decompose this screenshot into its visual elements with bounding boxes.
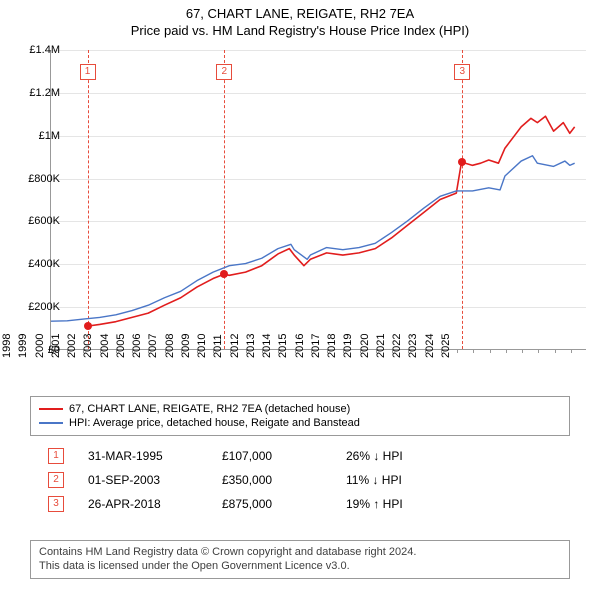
legend: 67, CHART LANE, REIGATE, RH2 7EA (detach… <box>30 396 570 436</box>
footer-line: Contains HM Land Registry data © Crown c… <box>39 545 561 559</box>
marker-row: 2 01-SEP-2003 £350,000 11% ↓ HPI <box>48 472 446 488</box>
marker-pct: 26% ↓ HPI <box>346 449 446 463</box>
legend-swatch <box>39 408 63 410</box>
chart-area: 123 <box>50 50 586 350</box>
marker-pct: 19% ↑ HPI <box>346 497 446 511</box>
marker-pct: 11% ↓ HPI <box>346 473 446 487</box>
y-axis-label: £600K <box>28 215 60 227</box>
series-line-hpi <box>51 156 575 322</box>
series-line-price_paid <box>87 116 574 326</box>
marker-box-icon: 2 <box>48 472 64 488</box>
y-axis-label: £1.4M <box>29 44 60 56</box>
chart-subtitle: Price paid vs. HM Land Registry's House … <box>0 23 600 38</box>
marker-row: 3 26-APR-2018 £875,000 19% ↑ HPI <box>48 496 446 512</box>
chart-title: 67, CHART LANE, REIGATE, RH2 7EA <box>0 6 600 21</box>
y-axis-label: £1.2M <box>29 87 60 99</box>
marker-date: 31-MAR-1995 <box>88 449 198 463</box>
chart-lines <box>51 50 586 349</box>
marker-price: £350,000 <box>222 473 322 487</box>
legend-swatch <box>39 422 63 424</box>
legend-item-hpi: HPI: Average price, detached house, Reig… <box>39 417 561 429</box>
footer-attribution: Contains HM Land Registry data © Crown c… <box>30 540 570 579</box>
marker-price: £875,000 <box>222 497 322 511</box>
legend-item-price-paid: 67, CHART LANE, REIGATE, RH2 7EA (detach… <box>39 403 561 415</box>
marker-box-icon: 3 <box>48 496 64 512</box>
footer-line: This data is licensed under the Open Gov… <box>39 559 561 573</box>
y-axis-label: £1M <box>39 130 60 142</box>
title-block: 67, CHART LANE, REIGATE, RH2 7EA Price p… <box>0 0 600 42</box>
y-axis-label: £200K <box>28 301 60 313</box>
marker-row: 1 31-MAR-1995 £107,000 26% ↓ HPI <box>48 448 446 464</box>
marker-date: 01-SEP-2003 <box>88 473 198 487</box>
x-axis-label: 2025 <box>440 334 600 358</box>
marker-table: 1 31-MAR-1995 £107,000 26% ↓ HPI 2 01-SE… <box>48 440 446 520</box>
marker-date: 26-APR-2018 <box>88 497 198 511</box>
marker-box-icon: 1 <box>48 448 64 464</box>
y-axis-label: £400K <box>28 258 60 270</box>
legend-label: HPI: Average price, detached house, Reig… <box>69 417 360 429</box>
y-axis-label: £800K <box>28 173 60 185</box>
legend-label: 67, CHART LANE, REIGATE, RH2 7EA (detach… <box>69 403 350 415</box>
marker-price: £107,000 <box>222 449 322 463</box>
